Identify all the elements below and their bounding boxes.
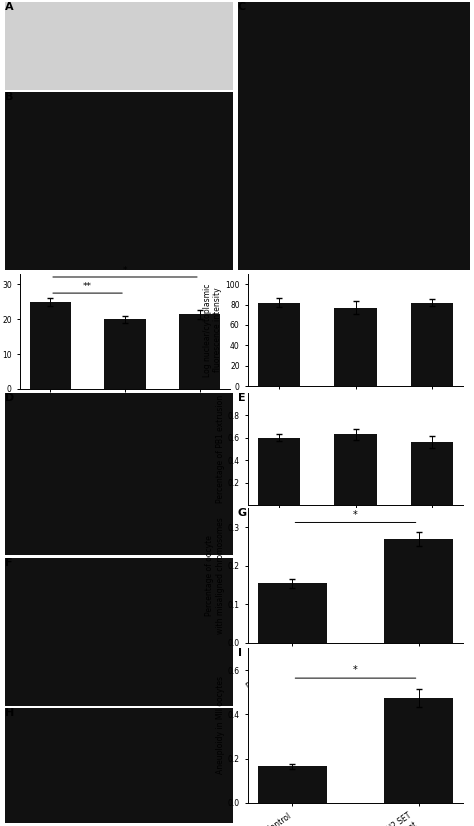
Bar: [258, 438, 300, 505]
Bar: [258, 767, 327, 803]
Text: D: D: [5, 393, 14, 403]
Bar: [104, 320, 146, 389]
Bar: [384, 698, 453, 803]
Bar: [29, 301, 71, 389]
Text: C: C: [238, 2, 246, 12]
Text: A: A: [5, 2, 14, 12]
Y-axis label: Percentage of PB1 extrusion: Percentage of PB1 extrusion: [216, 395, 225, 503]
Text: *: *: [353, 510, 358, 520]
Text: E: E: [238, 393, 246, 403]
Text: G: G: [238, 508, 247, 518]
Bar: [384, 539, 453, 643]
Bar: [258, 583, 327, 643]
Text: F: F: [5, 558, 12, 568]
Y-axis label: Percentage of oocyte
with misaligned chromosomes: Percentage of oocyte with misaligned chr…: [205, 517, 225, 634]
Text: B: B: [5, 92, 13, 102]
Bar: [411, 442, 453, 505]
Y-axis label: Log nuclear/cytoplasmic
fluorescence intensity: Log nuclear/cytoplasmic fluorescence int…: [203, 283, 222, 377]
Bar: [258, 302, 300, 386]
Text: *: *: [123, 266, 127, 275]
Text: **: **: [83, 282, 92, 292]
Bar: [335, 307, 376, 386]
Bar: [411, 302, 453, 386]
Text: H: H: [5, 708, 14, 718]
Text: I: I: [238, 648, 242, 658]
Bar: [179, 314, 220, 389]
Bar: [335, 434, 376, 505]
Y-axis label: Aneuploidy in MII oocytes: Aneuploidy in MII oocytes: [216, 676, 225, 775]
Text: *: *: [353, 665, 358, 675]
